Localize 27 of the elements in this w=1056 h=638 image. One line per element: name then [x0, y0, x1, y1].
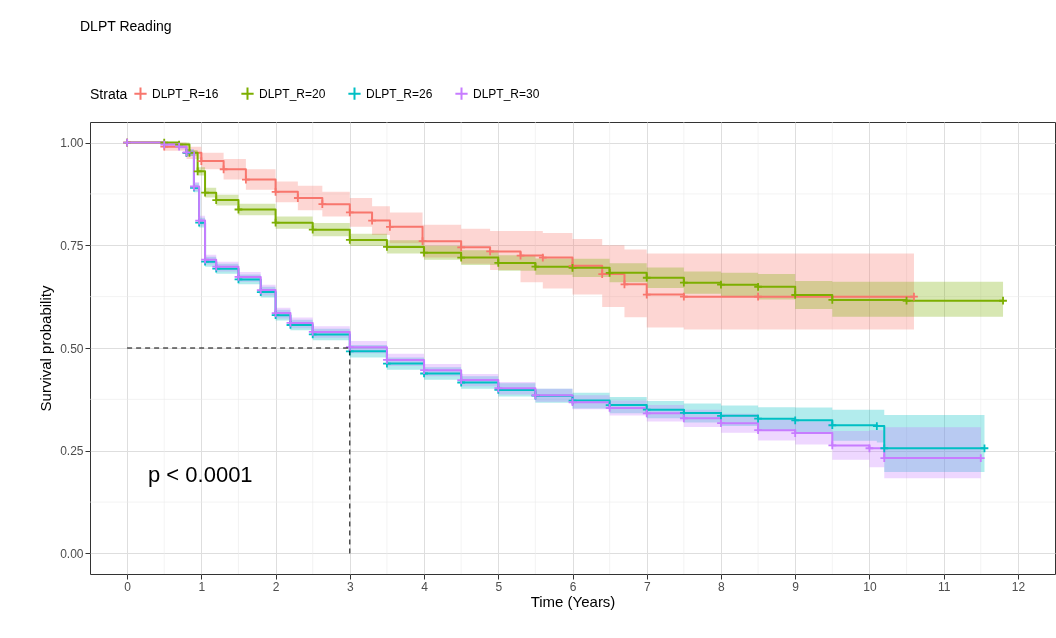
- x-tick-label: 9: [792, 579, 800, 594]
- x-tick-label: 5: [495, 579, 503, 594]
- x-tick-label: 3: [346, 579, 354, 594]
- legend-label: DLPT_R=30: [473, 86, 540, 101]
- x-tick-label: 11: [937, 579, 951, 594]
- x-tick-label: 0: [124, 579, 132, 594]
- legend-label: DLPT_R=26: [366, 86, 433, 101]
- x-tick-label: 8: [718, 579, 726, 594]
- legend-label: DLPT_R=20: [259, 86, 326, 101]
- y-tick-label: 1.00: [60, 136, 84, 151]
- annotation: p < 0.0001: [148, 462, 253, 487]
- x-tick-label: 4: [421, 579, 429, 594]
- y-tick-label: 0.00: [60, 546, 84, 561]
- y-tick-label: 0.75: [60, 238, 84, 253]
- x-tick-label: 1: [198, 579, 206, 594]
- x-tick-label: 2: [272, 579, 280, 594]
- x-tick-label: 6: [569, 579, 577, 594]
- x-tick-label: 12: [1011, 579, 1026, 594]
- chart-title: DLPT Reading: [80, 18, 172, 34]
- y-tick-label: 0.50: [60, 341, 84, 356]
- x-tick-label: 7: [643, 579, 651, 594]
- legend-title: Strata: [90, 86, 128, 102]
- x-axis-title: Time (Years): [530, 592, 616, 610]
- legend-label: DLPT_R=16: [152, 86, 219, 101]
- y-axis-title: Survival probability: [37, 285, 55, 412]
- y-tick-label: 0.25: [60, 444, 84, 459]
- x-tick-label: 10: [863, 579, 877, 594]
